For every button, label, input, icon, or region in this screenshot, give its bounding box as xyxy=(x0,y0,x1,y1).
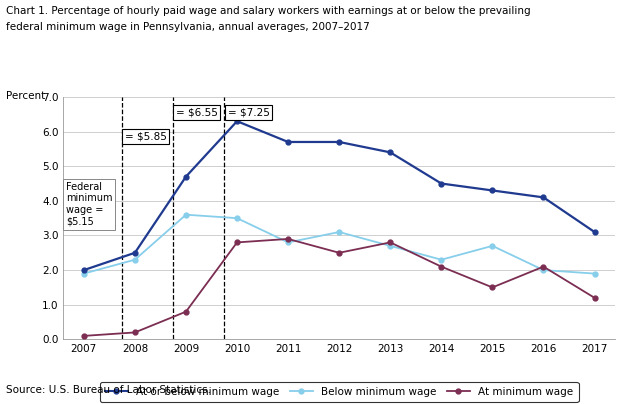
Text: Source: U.S. Bureau of Labor Statistics.: Source: U.S. Bureau of Labor Statistics. xyxy=(6,385,211,395)
At or below minimum wage xyxy=(233,119,241,124)
Below minimum wage xyxy=(80,271,87,276)
At minimum wage xyxy=(80,333,87,338)
At or below minimum wage xyxy=(182,174,190,179)
At or below minimum wage xyxy=(437,181,445,186)
Below minimum wage xyxy=(387,244,394,248)
Below minimum wage xyxy=(540,268,547,273)
At minimum wage xyxy=(437,264,445,269)
Text: = $7.25: = $7.25 xyxy=(228,107,269,118)
At minimum wage xyxy=(131,330,139,335)
At or below minimum wage xyxy=(591,229,598,234)
At or below minimum wage xyxy=(335,139,343,144)
At minimum wage xyxy=(540,264,547,269)
Line: At or below minimum wage: At or below minimum wage xyxy=(81,119,597,273)
Text: = $5.85: = $5.85 xyxy=(125,132,167,142)
Below minimum wage xyxy=(591,271,598,276)
At or below minimum wage xyxy=(284,139,292,144)
At or below minimum wage xyxy=(387,150,394,155)
At or below minimum wage xyxy=(131,250,139,255)
Text: Chart 1. Percentage of hourly paid wage and salary workers with earnings at or b: Chart 1. Percentage of hourly paid wage … xyxy=(6,6,531,16)
At minimum wage xyxy=(489,285,496,290)
Text: = $6.55: = $6.55 xyxy=(176,107,217,118)
Below minimum wage xyxy=(489,244,496,248)
Below minimum wage xyxy=(233,216,241,221)
At minimum wage xyxy=(591,295,598,300)
Text: Percent: Percent xyxy=(6,91,46,101)
At minimum wage xyxy=(284,236,292,241)
At minimum wage xyxy=(233,240,241,245)
Below minimum wage xyxy=(335,229,343,234)
Line: Below minimum wage: Below minimum wage xyxy=(81,212,597,276)
Text: Federal
minimum
wage =
$5.15: Federal minimum wage = $5.15 xyxy=(66,182,112,227)
At or below minimum wage xyxy=(80,268,87,273)
Text: federal minimum wage in Pennsylvania, annual averages, 2007–2017: federal minimum wage in Pennsylvania, an… xyxy=(6,22,370,32)
Below minimum wage xyxy=(284,240,292,245)
Below minimum wage xyxy=(131,257,139,262)
Below minimum wage xyxy=(437,257,445,262)
At or below minimum wage xyxy=(540,195,547,200)
Line: At minimum wage: At minimum wage xyxy=(81,236,597,338)
At minimum wage xyxy=(335,250,343,255)
At minimum wage xyxy=(387,240,394,245)
Below minimum wage xyxy=(182,212,190,217)
At minimum wage xyxy=(182,309,190,314)
Legend: At or below minimum wage, Below minimum wage, At minimum wage: At or below minimum wage, Below minimum … xyxy=(100,382,579,402)
At or below minimum wage xyxy=(489,188,496,193)
